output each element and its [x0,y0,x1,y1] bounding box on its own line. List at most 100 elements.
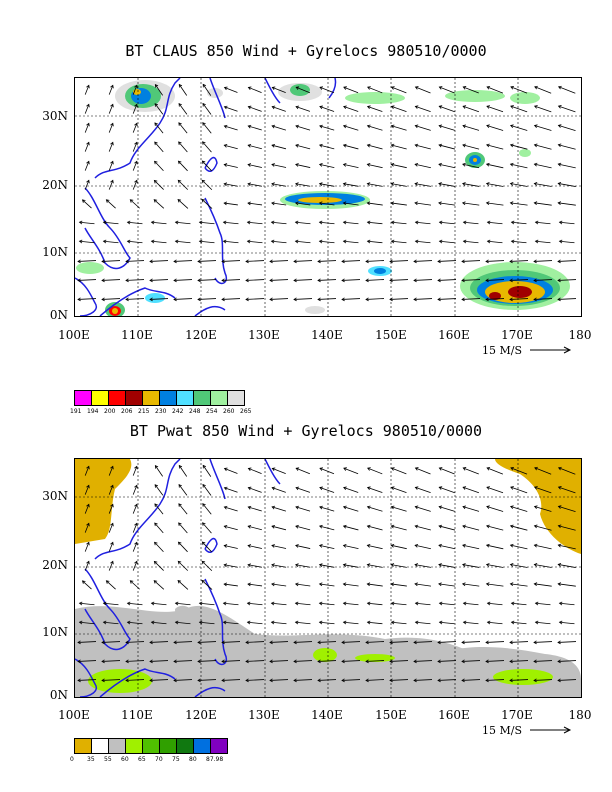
wind-arrow-head [223,163,228,167]
wind-arrow [414,202,432,206]
wind-arrow-head [390,124,395,129]
wind-arrow [534,583,552,587]
wind-arrow-head [269,297,273,302]
wind-arrow-head [509,640,513,645]
wind-arrow-head [295,544,299,548]
p1-scale-text: 15 M/S [482,344,522,357]
wind-arrow [319,106,335,112]
wind-arrow [272,106,286,112]
wind-arrow [248,164,262,168]
wind-arrow-head [462,505,467,510]
wind-arrow [486,486,504,494]
wind-arrow [101,298,121,300]
wind-arrow-head [319,505,323,510]
wind-arrow-head [366,563,371,567]
wind-arrow [437,279,457,281]
wind-arrow-head [485,678,489,683]
wind-arrow [557,298,577,300]
wind-arrow [248,125,262,131]
wind-arrow-head [533,486,538,490]
wind-arrow-head [173,640,177,645]
wind-arrow [558,86,576,94]
wind-arrow [367,602,383,606]
wind-arrow-head [269,259,273,264]
wind-arrow-head [557,505,562,509]
wind-arrow [437,641,457,643]
wind-arrow-head [509,278,513,283]
wind-arrow [533,641,553,643]
wind-arrow [202,160,212,172]
colorbar-tick-label: 200 [104,408,116,415]
p1-xlabel: 150E [375,328,407,342]
wind-arrow [79,240,95,244]
colorbar-swatch [143,391,160,405]
wind-arrow [509,641,529,643]
wind-arrow-head [269,640,273,645]
wind-arrow [151,621,167,625]
wind-arrow [84,466,90,476]
wind-arrow [178,103,188,115]
wind-arrow-head [294,182,299,186]
wind-arrow-head [461,297,465,302]
wind-arrow-head [486,85,491,90]
wind-arrow [271,202,287,206]
wind-arrow [367,202,383,206]
wind-arrow-head [134,179,138,184]
wind-arrow [101,641,121,643]
wind-arrow-head [366,182,371,186]
wind-arrow [202,522,212,534]
wind-arrow-head [134,503,138,508]
wind-arrow [84,142,90,152]
wind-arrow [391,564,407,568]
wind-arrow [177,561,189,571]
wind-arrow-head [245,678,249,683]
wind-arrow [202,465,212,477]
wind-arrow-head [271,486,276,491]
wind-arrow [101,660,121,662]
colorbar-tick-label: 265 [240,408,252,415]
wind-arrow-head [437,640,441,645]
wind-arrow-head [178,122,182,126]
wind-arrow-head [485,563,490,567]
wind-arrow-head [438,563,442,567]
wind-arrow [415,506,431,512]
wind-arrow [415,544,431,550]
wind-arrow-head [86,541,90,546]
wind-arrow-head [461,659,465,664]
wind-arrow-head [438,486,443,490]
wind-arrow [439,506,455,512]
wind-arrow-head [486,601,491,606]
wind-arrow [343,525,359,531]
wind-arrow [224,525,238,531]
wind-arrow-head [509,201,514,206]
wind-arrow [319,125,335,131]
wind-arrow-head [149,640,153,645]
wind-arrow [365,679,385,681]
wind-arrow [462,144,480,150]
wind-arrow [127,221,143,225]
wind-arrow-head [461,582,466,587]
wind-arrow-head [223,563,228,568]
colorbar-swatch [177,391,194,405]
p2-ylabel-0n: 0N [49,688,68,702]
wind-arrow [510,86,528,94]
wind-arrow-head [462,162,466,167]
wind-arrow [84,485,90,495]
p1-scale-label: 15 M/S [482,344,574,357]
wind-arrow-head [462,105,467,109]
wind-arrow [132,161,138,171]
wind-arrow [247,202,263,206]
wind-arrow [271,545,287,549]
wind-arrow-head [342,239,347,244]
wind-arrow [487,602,503,606]
wind-arrow [533,260,553,262]
wind-arrow-head [342,620,347,625]
wind-arrow [558,202,576,206]
graticule [75,459,581,697]
wind-arrow [509,260,529,262]
wind-arrow-head [486,124,490,129]
wind-arrow [173,279,193,281]
colorbar-swatch [194,739,211,753]
wind-arrow-head [533,259,537,264]
wind-arrow [558,467,576,475]
